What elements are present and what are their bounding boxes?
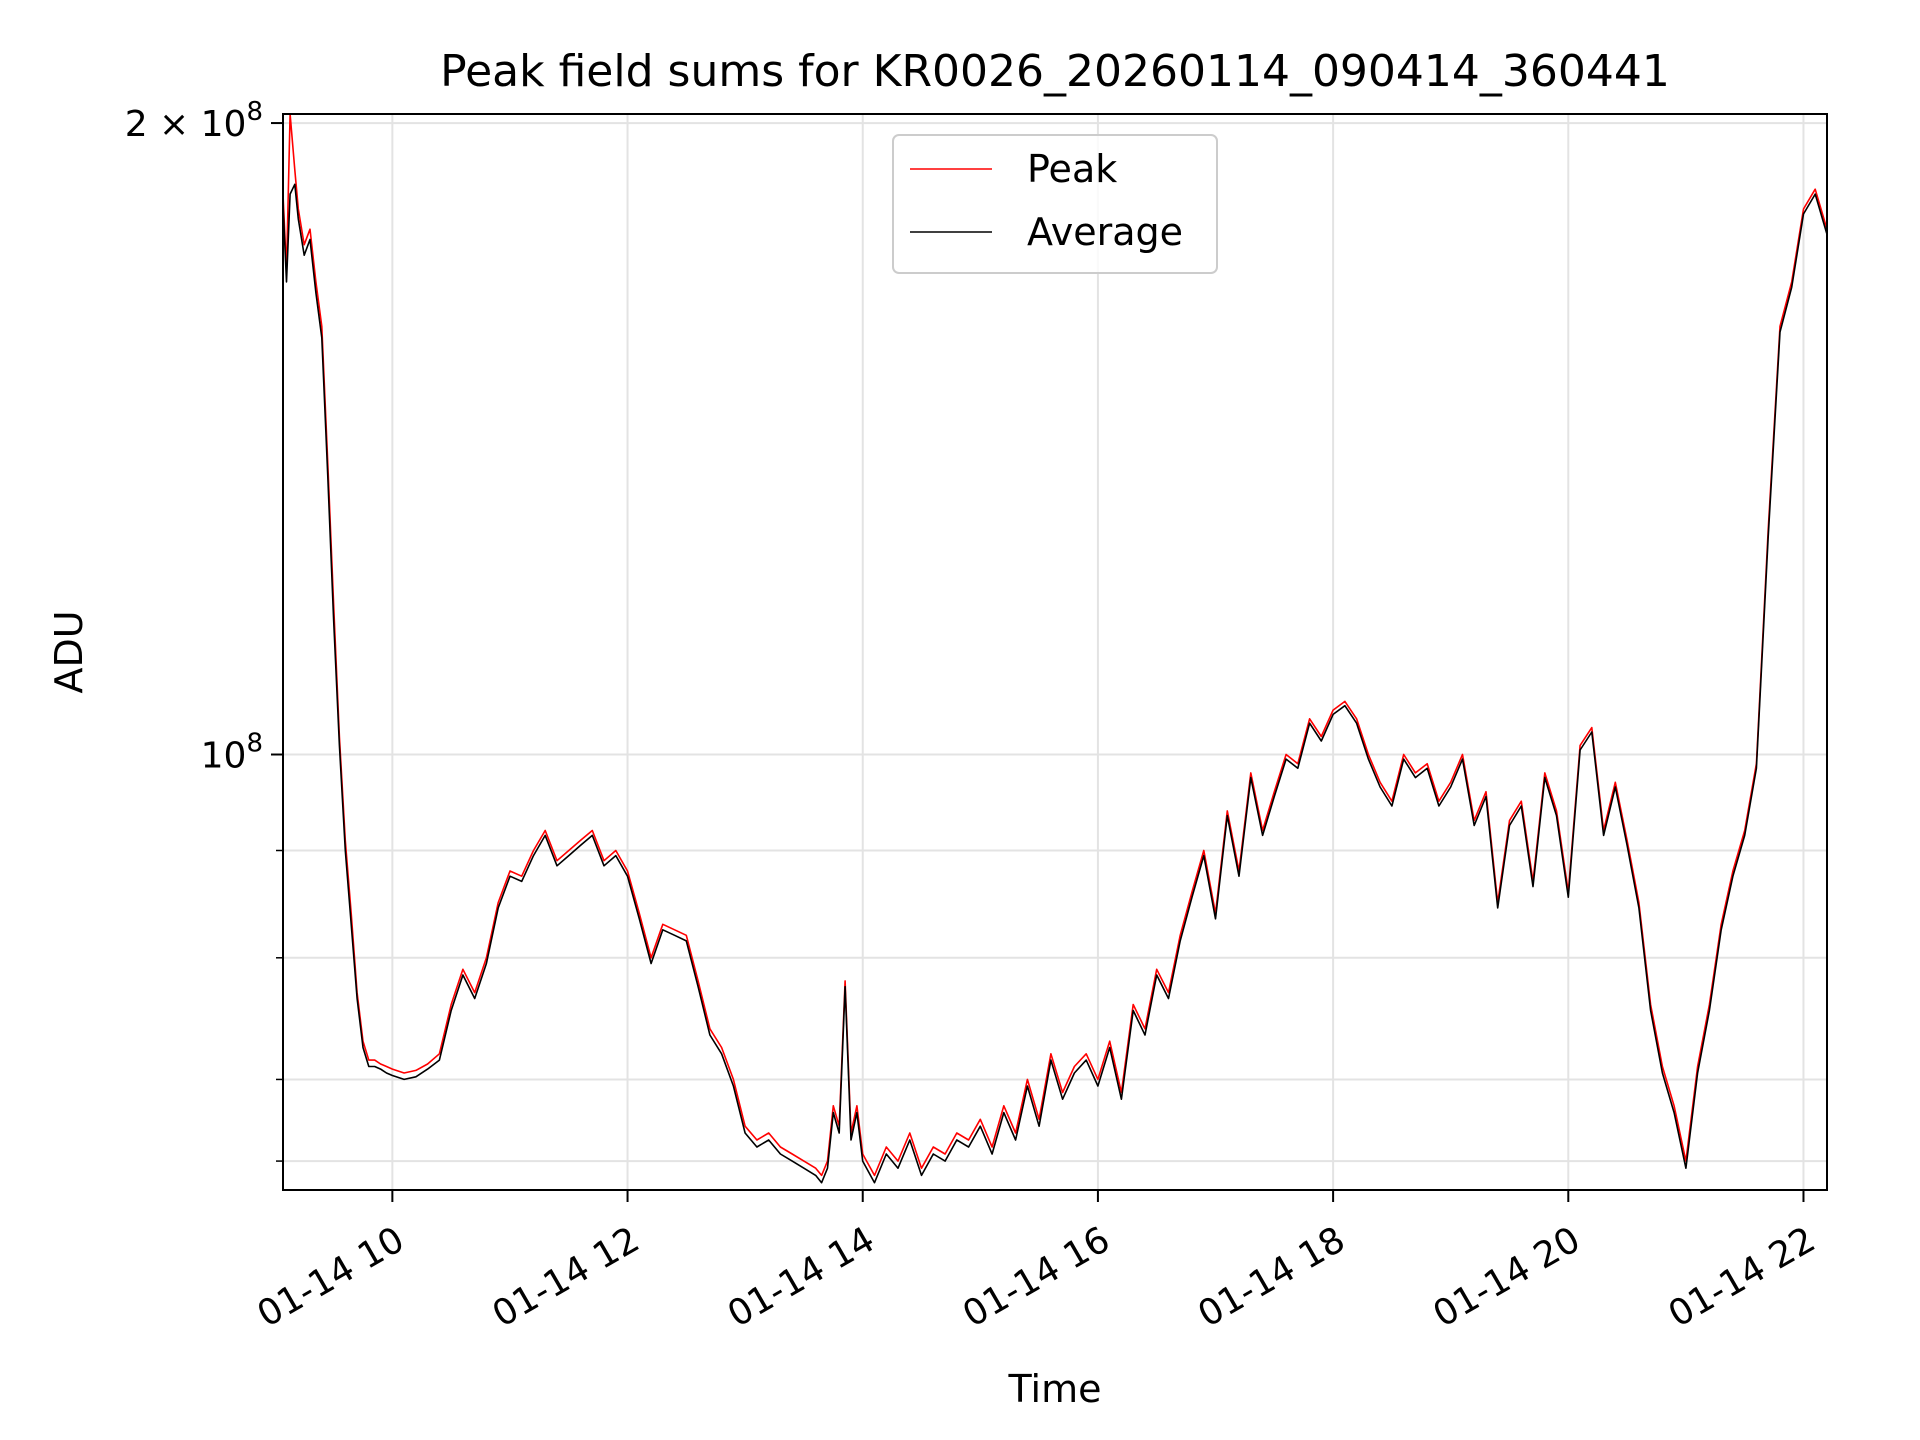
chart-title: Peak field sums for KR0026_20260114_0904… [440,46,1670,97]
y-tick-label: 2 × 108 [125,97,263,145]
y-axis-label: ADU [47,610,91,693]
y-tick-label-exponent: 8 [246,729,263,759]
y-tick-label-base: 10 [201,736,247,777]
legend-average-label: Average [1027,210,1183,254]
series-layer [282,113,1828,1184]
y-tick-label-base: 2 × 10 [125,104,247,145]
average-series-line [282,183,1828,1184]
grid-lines [283,114,1827,1190]
y-tick-label-exponent: 8 [246,97,263,127]
legend: Peak Average [892,134,1218,274]
legend-peak-label: Peak [1027,147,1117,191]
plot-frame [282,113,1828,1191]
x-axis-label: Time [1008,1367,1102,1411]
y-tick-label: 108 [201,729,263,777]
